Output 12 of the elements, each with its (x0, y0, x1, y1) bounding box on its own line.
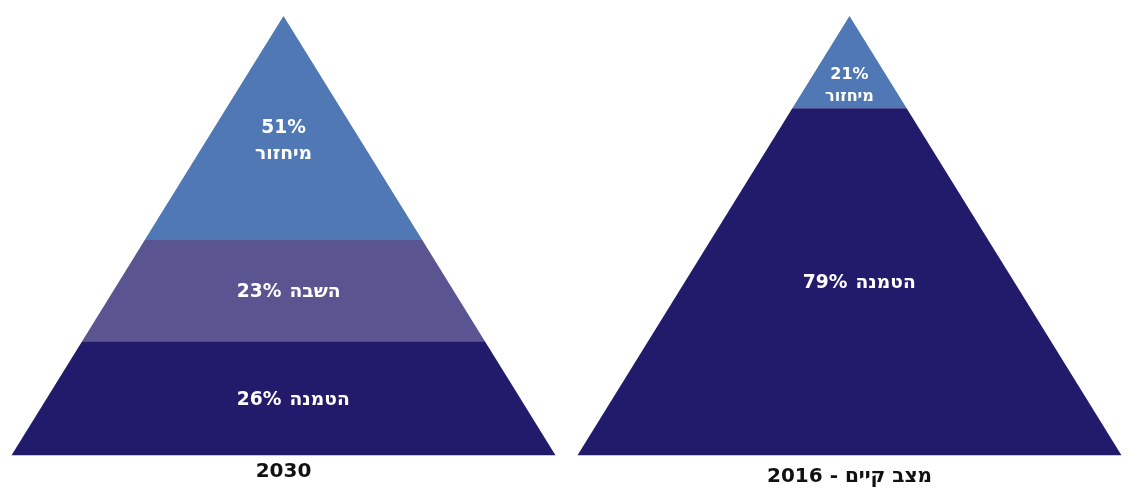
category-label: מיחזור (825, 85, 874, 105)
text: 2030 (255, 457, 312, 482)
text: מצב קיים - 2016 (767, 462, 933, 487)
data-label: 51% (261, 115, 307, 137)
category-label: הטמנה (855, 271, 916, 293)
category-label: השבה (289, 280, 341, 302)
data-label: 23% (236, 280, 282, 302)
data-label: 21% (830, 64, 869, 84)
data-label: 26% (236, 387, 282, 409)
data-label: 79% (802, 271, 848, 293)
category-label: מיחזור (255, 141, 312, 163)
category-label: הטמנה (289, 387, 350, 409)
